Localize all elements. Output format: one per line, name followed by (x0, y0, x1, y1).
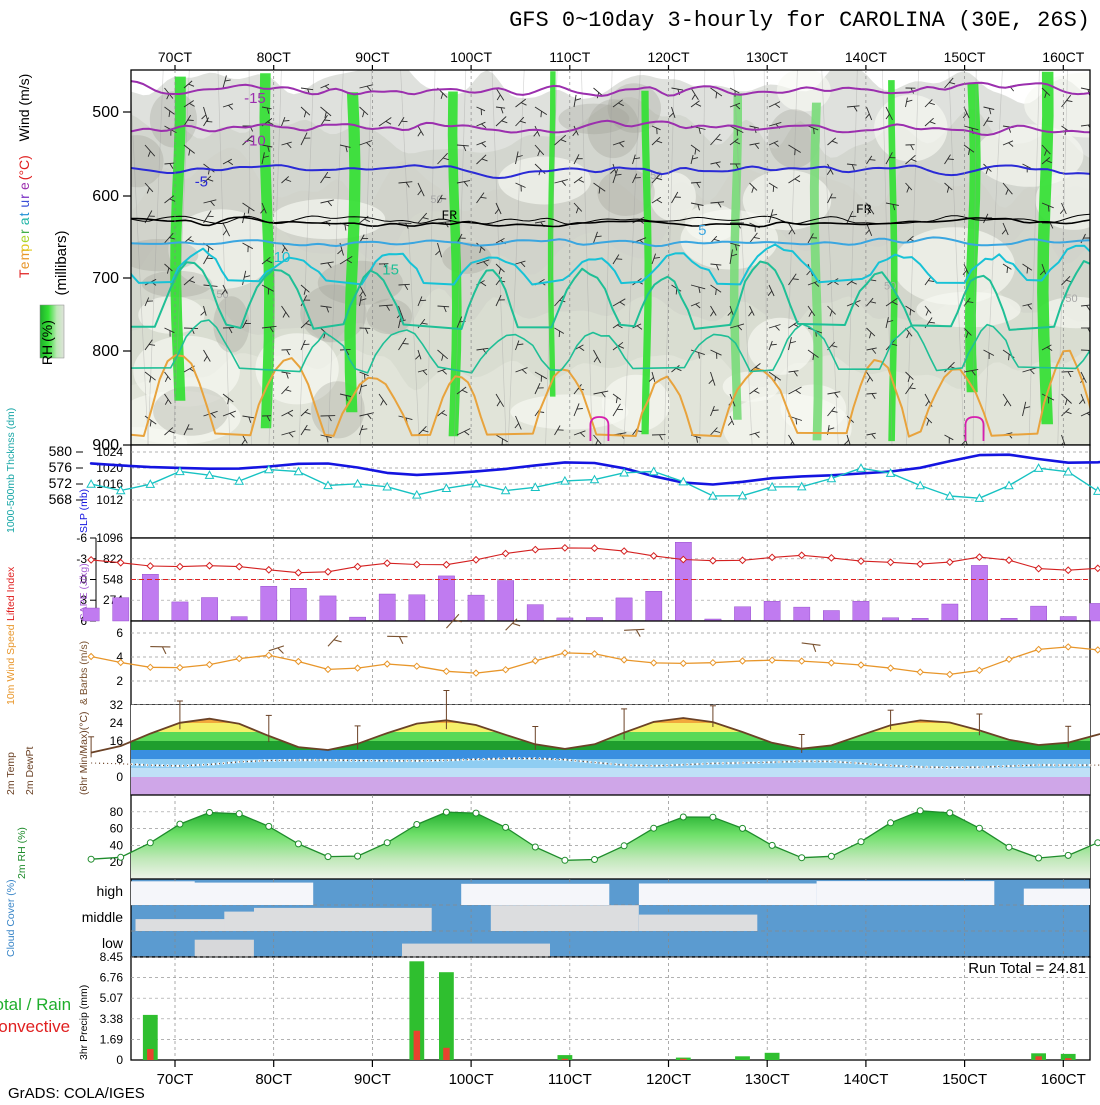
svg-text:110CT: 110CT (548, 1071, 592, 1088)
svg-text:10: 10 (274, 249, 291, 266)
svg-text:1012: 1012 (96, 493, 123, 507)
svg-text:GFS 0~10day 3-hourly for CAROL: GFS 0~10day 3-hourly for CAROLINA (30E, … (509, 8, 1090, 33)
svg-text:1000-500mb Thcknss (dm): 1000-500mb Thcknss (dm) (5, 408, 17, 533)
svg-text:SLP (mb): SLP (mb) (78, 489, 90, 533)
svg-text:u: u (16, 200, 32, 208)
svg-text:32: 32 (110, 698, 124, 712)
svg-text:& Barbs (m/s): & Barbs (m/s) (78, 641, 90, 705)
svg-text:low: low (102, 935, 124, 951)
svg-text:2: 2 (116, 674, 123, 688)
svg-text:160CT: 160CT (1042, 49, 1084, 65)
svg-text:70CT: 70CT (157, 1071, 194, 1088)
svg-text:-15: -15 (244, 90, 266, 107)
svg-text:(°C): (°C) (16, 155, 32, 180)
svg-text:middle: middle (82, 909, 123, 925)
svg-text:90CT: 90CT (355, 49, 390, 65)
svg-text:100CT: 100CT (450, 49, 492, 65)
svg-text:15: 15 (382, 261, 399, 278)
svg-text:Cloud Cover (%): Cloud Cover (%) (5, 879, 17, 957)
svg-text:0: 0 (116, 770, 123, 784)
svg-text:e: e (16, 235, 32, 243)
svg-text:140CT: 140CT (843, 1071, 888, 1088)
svg-text:e: e (16, 182, 32, 190)
svg-text:130CT: 130CT (745, 1071, 790, 1088)
svg-text:568: 568 (49, 491, 73, 507)
svg-text:140CT: 140CT (845, 49, 887, 65)
svg-text:-10: -10 (244, 133, 266, 150)
svg-text:3hr Precip (mm): 3hr Precip (mm) (78, 985, 90, 1060)
svg-text:110CT: 110CT (549, 49, 590, 65)
svg-text:Wind (m/s): Wind (m/s) (16, 74, 32, 142)
svg-text:90CT: 90CT (354, 1071, 391, 1088)
svg-text:-6: -6 (76, 531, 87, 545)
svg-text:80CT: 80CT (257, 49, 292, 65)
svg-text:r: r (16, 194, 32, 199)
svg-text:1096: 1096 (96, 531, 123, 545)
svg-text:548: 548 (103, 573, 123, 587)
svg-text:120CT: 120CT (647, 49, 689, 65)
svg-text:(6hr Min/Max)(°C): (6hr Min/Max)(°C) (78, 711, 90, 795)
svg-text:a: a (16, 217, 32, 225)
svg-text:8.45: 8.45 (100, 950, 124, 964)
svg-text:Lifted Index: Lifted Index (5, 566, 17, 621)
svg-text:80CT: 80CT (255, 1071, 292, 1088)
svg-text:572: 572 (49, 475, 73, 491)
svg-text:1.69: 1.69 (100, 1032, 124, 1046)
svg-text:700: 700 (92, 270, 119, 287)
svg-text:GrADS: COLA/IGES: GrADS: COLA/IGES (8, 1085, 145, 1100)
svg-text:RH: RH (39, 345, 55, 365)
svg-text:5: 5 (698, 222, 706, 239)
svg-text:580: 580 (49, 443, 73, 459)
svg-text:500: 500 (92, 104, 119, 121)
svg-text:50: 50 (216, 289, 228, 301)
svg-text:80: 80 (110, 805, 124, 819)
svg-text:-5: -5 (195, 174, 208, 191)
svg-text:130CT: 130CT (746, 49, 788, 65)
svg-text:5.07: 5.07 (100, 991, 124, 1005)
svg-text:50: 50 (430, 194, 442, 206)
svg-text:150CT: 150CT (942, 1071, 987, 1088)
svg-text:(%): (%) (39, 320, 55, 342)
svg-text:FR: FR (856, 202, 872, 217)
svg-text:high: high (97, 883, 123, 899)
svg-text:3.38: 3.38 (100, 1012, 124, 1026)
svg-text:(millibars): (millibars) (53, 231, 70, 296)
svg-text:2m RH (%): 2m RH (%) (16, 827, 28, 879)
svg-text:FR: FR (442, 208, 458, 223)
svg-text:100CT: 100CT (449, 1071, 494, 1088)
svg-text:e: e (16, 261, 32, 269)
svg-text:40: 40 (110, 838, 124, 852)
svg-text:70CT: 70CT (158, 49, 193, 65)
svg-text:0: 0 (116, 1053, 123, 1067)
svg-text:Run Total = 24.81: Run Total = 24.81 (968, 960, 1086, 977)
svg-text:2m Temp: 2m Temp (5, 752, 17, 795)
svg-text:576: 576 (49, 459, 73, 475)
svg-text:120CT: 120CT (646, 1071, 691, 1088)
svg-text:24: 24 (110, 716, 124, 730)
svg-text:150CT: 150CT (944, 49, 986, 65)
svg-text:Convective: Convective (0, 1017, 70, 1036)
svg-text:6.76: 6.76 (100, 971, 124, 985)
svg-text:600: 600 (92, 188, 119, 205)
svg-text:160CT: 160CT (1041, 1071, 1086, 1088)
svg-text:p: p (16, 244, 32, 252)
svg-text:r: r (16, 229, 32, 234)
svg-text:t: t (16, 212, 32, 216)
svg-text:10m Wind Speed: 10m Wind Speed (5, 624, 17, 705)
svg-text:1024: 1024 (96, 445, 123, 459)
svg-text:50: 50 (1065, 293, 1077, 305)
svg-text:800: 800 (92, 343, 119, 360)
svg-text:6: 6 (116, 626, 123, 640)
svg-text:Total / Rain: Total / Rain (0, 995, 71, 1014)
svg-text:2m DewPt: 2m DewPt (24, 746, 36, 795)
svg-text:T: T (16, 269, 32, 278)
svg-text:60: 60 (110, 822, 124, 836)
